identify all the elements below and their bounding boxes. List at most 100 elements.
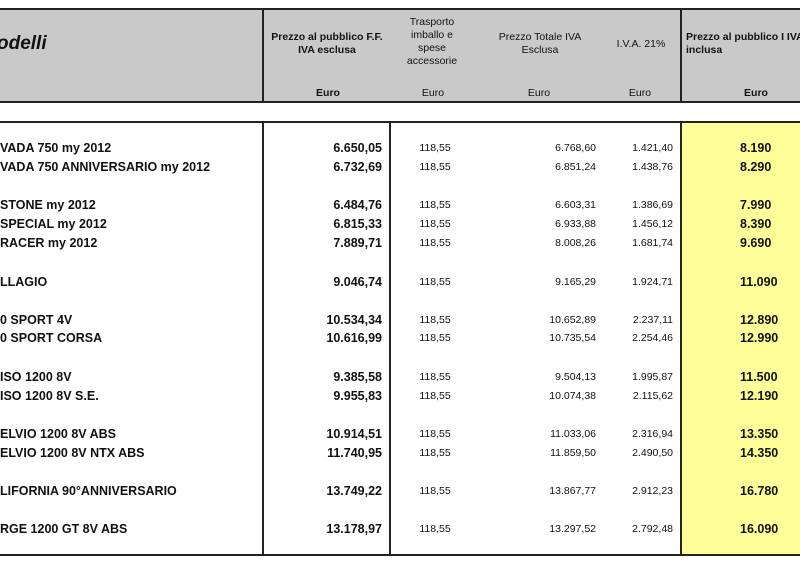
prezzo-ff-cell: 7.889,71 (333, 236, 382, 250)
prezzo-ff-cell: 6.484,76 (333, 198, 382, 212)
table-header (0, 8, 800, 103)
prezzo-finale-cell: 9.690 (740, 236, 772, 250)
header-trasporto: Trasporto imballo e spese accessorie (406, 16, 458, 67)
prezzo-finale-cell: 13.350 (740, 427, 779, 441)
unit-label: Euro (744, 87, 768, 99)
table-row: SPECIAL my 2012 6.815,33 118,55 6.933,88 1.4… (0, 215, 800, 233)
highlight-column (682, 123, 800, 554)
table-row: LIFORNIA 90°ANNIVERSARIO 13.749,22 118,55 1… (0, 482, 800, 500)
totale-cell: 11.033,06 (550, 428, 596, 440)
model-name: RGE 1200 GT 8V ABS (0, 522, 128, 536)
trasporto-cell: 118,55 (419, 371, 451, 383)
iva-cell: 2.792,48 (632, 523, 673, 535)
iva-cell: 1.386,69 (632, 199, 673, 211)
model-name: VADA 750 my 2012 (0, 141, 112, 155)
totale-cell: 6.768,60 (555, 142, 596, 154)
prezzo-finale-cell: 8.290 (740, 160, 772, 174)
model-name: LLAGIO (0, 275, 48, 289)
table-row: ISO 1200 8V S.E. 9.955,83 118,55 10.074,38 2… (0, 387, 800, 405)
table-row: STONE my 2012 6.484,76 118,55 6.603,31 1.386… (0, 196, 800, 214)
model-name: RACER my 2012 (0, 236, 98, 250)
column-divider (262, 8, 264, 103)
header-models: odelli (0, 33, 47, 54)
totale-cell: 6.603,31 (555, 199, 596, 211)
iva-cell: 2.490,50 (632, 447, 673, 459)
table-row: ELVIO 1200 8V NTX ABS 11.740,95 118,55 11.8… (0, 444, 800, 462)
model-name: ISO 1200 8V S.E. (0, 389, 99, 403)
model-name: 0 SPORT CORSA (0, 331, 103, 345)
prezzo-ff-cell: 9.385,58 (333, 370, 382, 384)
trasporto-cell: 118,55 (419, 199, 451, 211)
model-name: VADA 750 ANNIVERSARIO my 2012 (0, 160, 211, 174)
header-finale: Prezzo al pubblico I IVA inclusa (686, 31, 800, 56)
prezzo-ff-cell: 9.955,83 (333, 389, 382, 403)
trasporto-cell: 118,55 (419, 428, 451, 440)
column-divider (680, 8, 682, 103)
unit-label: Euro (628, 87, 652, 99)
unit-label: Euro (421, 87, 445, 99)
prezzo-ff-cell: 6.650,05 (333, 141, 382, 155)
iva-cell: 2.254,46 (632, 332, 673, 344)
header-totale: Prezzo Totale IVA Esclusa (498, 31, 582, 56)
iva-cell: 2.316,94 (632, 428, 673, 440)
prezzo-finale-cell: 12.190 (740, 389, 779, 403)
totale-cell: 10.735,54 (549, 332, 596, 344)
totale-cell: 13.297,52 (549, 523, 596, 535)
totale-cell: 9.504,13 (555, 371, 596, 383)
model-name: ISO 1200 8V (0, 370, 72, 384)
totale-cell: 11.859,50 (550, 447, 596, 459)
trasporto-cell: 118,55 (419, 485, 451, 497)
totale-cell: 10.074,38 (549, 390, 596, 402)
prezzo-ff-cell: 11.740,95 (327, 446, 382, 460)
trasporto-cell: 118,55 (419, 237, 451, 249)
iva-cell: 1.421,40 (632, 142, 673, 154)
prezzo-ff-cell: 10.616,99 (326, 331, 382, 345)
unit-label: Euro (316, 87, 340, 99)
prezzo-finale-cell: 14.350 (740, 446, 779, 460)
prezzo-finale-cell: 11.500 (740, 370, 778, 384)
trasporto-cell: 118,55 (419, 161, 451, 173)
table-row: 0 SPORT 4V 10.534,34 118,55 10.652,89 2.237,… (0, 311, 800, 329)
unit-label: Euro (527, 87, 551, 99)
table-row: 0 SPORT CORSA 10.616,99 118,55 10.735,54 2.2… (0, 329, 800, 347)
iva-cell: 2.237,11 (632, 314, 673, 326)
prezzo-finale-cell: 8.190 (740, 141, 772, 155)
model-name: LIFORNIA 90°ANNIVERSARIO (0, 484, 177, 498)
totale-cell: 6.851,24 (555, 161, 596, 173)
totale-cell: 8.008,26 (555, 237, 596, 249)
trasporto-cell: 118,55 (419, 276, 451, 288)
model-name: 0 SPORT 4V (0, 313, 73, 327)
table-row: LLAGIO 9.046,74 118,55 9.165,29 1.924,71 11.0… (0, 273, 800, 291)
prezzo-finale-cell: 8.390 (740, 217, 772, 231)
prezzo-ff-cell: 9.046,74 (333, 275, 382, 289)
prezzo-ff-cell: 10.534,34 (326, 313, 382, 327)
table-row: ISO 1200 8V 9.385,58 118,55 9.504,13 1.995,8… (0, 368, 800, 386)
header-prezzo-ff: Prezzo al pubblico F.F. IVA esclusa (271, 31, 383, 56)
prezzo-finale-cell: 16.780 (740, 484, 779, 498)
column-divider (262, 121, 264, 556)
iva-cell: 1.681,74 (632, 237, 673, 249)
table-row: RGE 1200 GT 8V ABS 13.178,97 118,55 13.297,… (0, 520, 800, 538)
table-row: RACER my 2012 7.889,71 118,55 8.008,26 1.681… (0, 234, 800, 252)
totale-cell: 6.933,88 (555, 218, 596, 230)
prezzo-finale-cell: 12.990 (740, 331, 779, 345)
prezzo-ff-cell: 6.815,33 (333, 217, 382, 231)
trasporto-cell: 118,55 (419, 142, 451, 154)
iva-cell: 1.438,76 (632, 161, 673, 173)
iva-cell: 1.995,87 (632, 371, 673, 383)
table-row: ELVIO 1200 8V ABS 10.914,51 118,55 11.033,0… (0, 425, 800, 443)
model-name: SPECIAL my 2012 (0, 217, 107, 231)
iva-cell: 2.912,23 (632, 485, 673, 497)
table-row: VADA 750 my 2012 6.650,05 118,55 6.768,60 1.… (0, 139, 800, 157)
totale-cell: 10.652,89 (549, 314, 596, 326)
column-divider (680, 121, 682, 556)
column-divider (389, 121, 391, 556)
trasporto-cell: 118,55 (419, 332, 451, 344)
header-iva: I.V.A. 21% (616, 38, 666, 50)
iva-cell: 1.456,12 (632, 218, 673, 230)
prezzo-ff-cell: 10.914,51 (326, 427, 382, 441)
iva-cell: 1.924,71 (632, 276, 673, 288)
trasporto-cell: 118,55 (419, 314, 451, 326)
model-name: ELVIO 1200 8V ABS (0, 427, 117, 441)
prezzo-ff-cell: 13.178,97 (326, 522, 382, 536)
